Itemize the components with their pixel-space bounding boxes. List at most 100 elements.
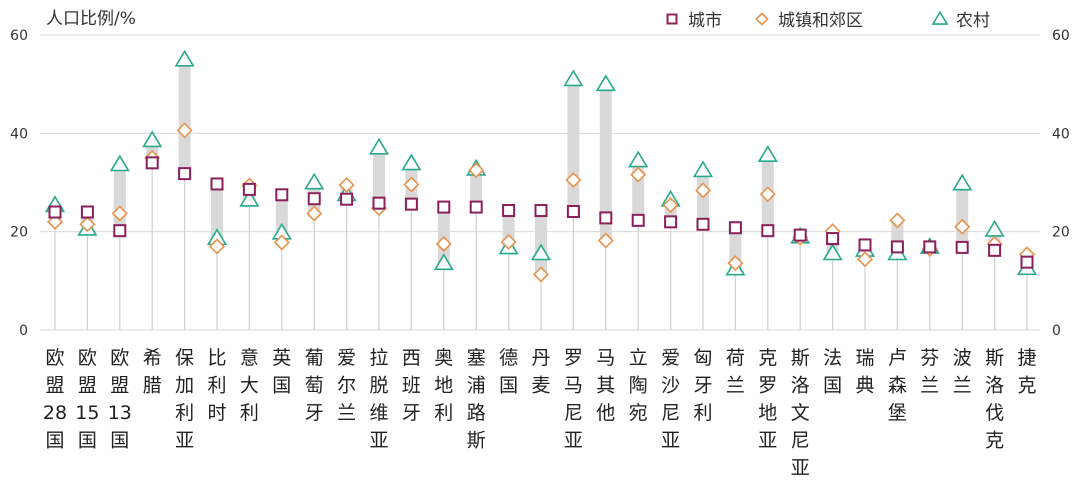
data-point-triangle	[401, 153, 422, 171]
data-point-triangle	[433, 253, 454, 271]
category-label: 葡萄牙	[305, 347, 324, 424]
data-point-diamond	[273, 234, 290, 251]
legend-label: 农村	[956, 11, 990, 31]
category-label: 法国	[823, 347, 842, 397]
range-bar	[599, 84, 612, 241]
data-point-triangle	[692, 160, 714, 178]
data-point-square	[48, 205, 62, 219]
data-point-square	[793, 228, 807, 242]
y-tick-label-left: 0	[19, 323, 28, 339]
marker-layer	[44, 49, 1038, 283]
data-point-square	[372, 196, 386, 210]
data-point-triangle	[174, 49, 195, 67]
data-point-square	[566, 205, 580, 219]
category-label: 瑞典	[855, 347, 874, 397]
data-point-square	[80, 205, 94, 219]
data-point-diamond	[532, 266, 550, 283]
data-point-square	[664, 215, 678, 229]
category-label: 捷克	[1017, 347, 1036, 397]
data-point-diamond	[630, 166, 647, 183]
data-point-square	[631, 213, 645, 227]
legend-label: 城镇和郊区	[778, 11, 863, 31]
data-point-diamond	[759, 186, 776, 203]
range-bar	[178, 59, 191, 174]
stem-layer	[54, 162, 1028, 330]
category-label: 意大利	[240, 347, 259, 424]
data-point-square	[858, 238, 872, 252]
range-bar	[437, 207, 450, 264]
data-point-square	[534, 204, 548, 218]
category-label: 英国	[272, 347, 291, 397]
data-point-square	[437, 200, 451, 214]
data-point-square	[502, 204, 516, 218]
range-bar	[373, 147, 385, 209]
category-label: 斯洛伐克	[985, 347, 1004, 452]
category-label: 奥地利	[434, 347, 453, 424]
y-tick-label-left: 20	[10, 225, 28, 241]
data-point-square	[955, 240, 969, 254]
axis-layer: 0 0 20 20 40 40 60 60 欧盟 28 国欧盟 15 国欧盟 13 国希腊保加利亚比利时意大…	[10, 28, 1070, 479]
data-point-diamond	[338, 176, 355, 193]
data-point-diamond	[694, 182, 712, 199]
legend-marker-square	[666, 13, 678, 25]
category-label: 爱沙尼亚	[661, 347, 680, 452]
category-label: 罗马尼亚	[564, 347, 583, 452]
data-point-square	[178, 167, 192, 181]
data-point-diamond	[597, 232, 614, 249]
data-point-diamond	[208, 238, 226, 255]
data-point-square	[469, 200, 483, 214]
data-point-diamond	[176, 122, 193, 139]
data-point-square	[923, 240, 937, 254]
range-bar	[470, 168, 483, 208]
data-point-diamond	[500, 233, 517, 250]
y-axis-label: 人口比例/%	[46, 9, 136, 29]
data-point-diamond	[856, 251, 874, 268]
data-point-triangle	[628, 150, 649, 168]
category-label: 匈牙利	[693, 347, 712, 424]
y-tick-label-left: 60	[10, 28, 28, 44]
data-point-triangle	[109, 154, 130, 172]
category-label: 芬兰	[920, 347, 939, 397]
legend-marker-diamond	[755, 12, 769, 26]
category-label: 希腊	[143, 347, 162, 397]
data-point-square	[696, 217, 710, 231]
legend-label: 城市	[688, 11, 722, 31]
data-point-square	[599, 211, 613, 225]
category-label: 欧盟 13 国	[108, 347, 132, 452]
y-tick-label-right: 40	[1052, 126, 1070, 142]
category-label: 比利时	[207, 347, 226, 424]
category-label: 丹麦	[531, 347, 550, 397]
data-point-square	[988, 243, 1002, 257]
y-tick-label-right: 60	[1052, 28, 1070, 44]
range-bar	[956, 183, 969, 248]
data-point-square	[307, 192, 321, 206]
category-label: 马其他	[596, 347, 615, 424]
range-bar	[502, 210, 515, 248]
data-point-square	[404, 197, 418, 211]
y-tick-label-right: 20	[1052, 225, 1070, 241]
data-point-triangle	[595, 74, 616, 92]
category-label: 斯洛文尼亚	[791, 347, 810, 479]
range-bar	[211, 183, 223, 247]
grid-layer	[40, 34, 1040, 331]
category-label: 德国	[499, 347, 518, 397]
data-point-diamond	[889, 212, 906, 229]
data-point-triangle	[304, 172, 325, 190]
category-label: 欧盟 15 国	[75, 347, 99, 452]
category-label: 西班牙	[402, 347, 421, 424]
data-point-triangle	[563, 69, 584, 87]
data-point-diamond	[79, 216, 96, 233]
category-label: 荷兰	[726, 347, 745, 397]
data-point-triangle	[984, 219, 1005, 237]
legend-marker-triangle	[931, 10, 949, 25]
data-point-square	[826, 232, 840, 246]
legend: 城市 城镇和郊区 农村	[666, 10, 990, 31]
data-point-triangle	[822, 243, 843, 261]
data-point-square	[275, 188, 289, 202]
data-point-square	[1020, 255, 1034, 269]
range-bar	[535, 210, 547, 275]
data-point-triangle	[142, 130, 163, 148]
data-point-diamond	[662, 197, 679, 214]
data-point-square	[728, 221, 742, 235]
